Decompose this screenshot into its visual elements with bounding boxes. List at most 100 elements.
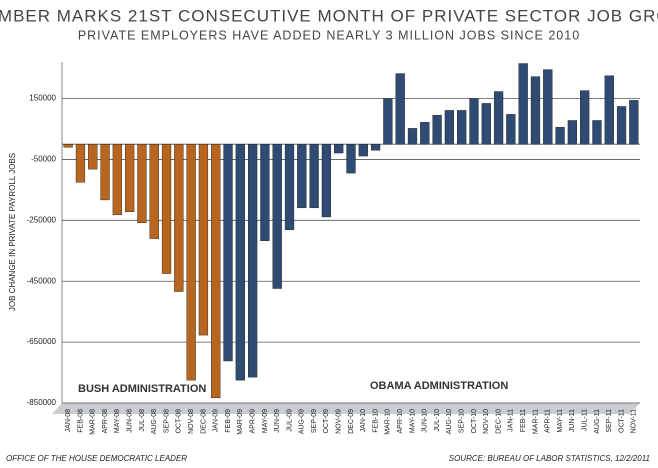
bar xyxy=(506,114,516,145)
x-tick-label: DEC-08 xyxy=(200,409,207,434)
y-tick-label: -250000 xyxy=(27,215,57,224)
x-tick-label: JUL-10 xyxy=(434,409,441,432)
bar xyxy=(149,144,159,239)
x-tick-label: AUG-09 xyxy=(299,409,306,434)
bar xyxy=(493,91,504,145)
bar xyxy=(247,144,258,378)
bar xyxy=(592,120,602,145)
x-tick-label: MAY-09 xyxy=(262,409,269,433)
bar xyxy=(481,103,491,145)
x-tick-label: JAN-10 xyxy=(360,409,367,432)
bar xyxy=(334,144,344,154)
floor xyxy=(52,403,640,414)
x-tick-label: MAY-08 xyxy=(114,409,121,433)
bar xyxy=(75,144,86,183)
x-tick-label: APR-11 xyxy=(545,409,552,433)
bar xyxy=(211,144,221,399)
x-tick-label: JUN-09 xyxy=(274,409,281,433)
bar xyxy=(580,90,590,145)
bar xyxy=(198,144,209,336)
bar xyxy=(543,69,553,145)
bar xyxy=(223,144,233,362)
x-tick-label: NOV-10 xyxy=(483,409,490,434)
x-tick-label: SEP-08 xyxy=(163,409,170,433)
bar xyxy=(260,144,270,241)
x-tick-label: MAR-11 xyxy=(532,409,539,434)
bar xyxy=(161,144,172,274)
series-label: OBAMA ADMINISTRATION xyxy=(370,380,508,392)
x-tick-label: APR-10 xyxy=(397,409,404,434)
bar xyxy=(297,144,307,209)
x-tick-label: JUL-08 xyxy=(139,409,146,432)
bar xyxy=(518,63,528,145)
x-tick-label: JUN-08 xyxy=(126,409,133,433)
bar xyxy=(284,144,295,230)
bar xyxy=(395,73,405,145)
x-tick-label: AUG-08 xyxy=(151,409,158,434)
bar xyxy=(235,144,245,381)
x-tick-label: SEP-09 xyxy=(311,409,318,433)
bar xyxy=(186,144,196,381)
x-tick-label: MAR-10 xyxy=(385,409,392,435)
bar xyxy=(616,106,627,145)
x-tick-label: DEC-09 xyxy=(348,409,355,434)
y-tick-label: -850000 xyxy=(27,398,57,407)
x-tick-label: FEB-08 xyxy=(77,409,84,433)
bar xyxy=(420,122,430,145)
chart-title: NOVEMBER MARKS 21ST CONSECUTIVE MONTH OF… xyxy=(0,6,658,25)
bar xyxy=(383,98,393,145)
y-tick-label: -450000 xyxy=(27,276,57,285)
x-tick-label: MAR-08 xyxy=(90,409,97,435)
x-tick-label: JUL-11 xyxy=(582,409,589,431)
y-tick-label: -50000 xyxy=(31,155,56,164)
bar xyxy=(457,110,467,145)
bar xyxy=(346,144,356,174)
x-tick-label: SEP-10 xyxy=(459,409,466,433)
bar xyxy=(88,144,98,170)
x-tick-label: JAN-09 xyxy=(213,409,220,432)
x-tick-label: NOV-11 xyxy=(631,409,638,433)
bar xyxy=(321,144,332,218)
x-tick-label: NOV-09 xyxy=(336,409,343,434)
bar xyxy=(567,120,577,145)
x-tick-label: JUL-09 xyxy=(286,409,293,432)
x-tick-label: AUG-11 xyxy=(594,409,601,434)
bar xyxy=(125,144,135,212)
bar xyxy=(63,144,73,148)
x-tick-label: JUN-11 xyxy=(569,409,576,432)
x-tick-label: JAN-11 xyxy=(508,409,515,432)
y-tick-label: 150000 xyxy=(29,94,56,103)
x-tick-label: FEB-11 xyxy=(520,409,527,432)
bar xyxy=(137,144,147,223)
x-tick-label: JUN-10 xyxy=(422,409,429,433)
x-tick-label: SEP-11 xyxy=(606,409,613,433)
x-tick-label: FEB-10 xyxy=(372,409,379,433)
x-tick-label: OCT-10 xyxy=(471,409,478,434)
bar xyxy=(100,144,110,201)
bar xyxy=(469,98,479,145)
x-tick-label: MAR-09 xyxy=(237,409,244,435)
series-label: BUSH ADMINISTRATION xyxy=(78,383,206,395)
x-tick-label: APR-08 xyxy=(102,409,109,434)
x-tick-label: OCT-09 xyxy=(323,409,330,434)
x-tick-label: MAY-11 xyxy=(557,409,564,433)
footer-right: SOURCE: BUREAU OF LABOR STATISTICS, 12/2… xyxy=(449,454,650,463)
x-tick-label: OCT-08 xyxy=(176,409,183,434)
x-tick-label: NOV-08 xyxy=(188,409,195,434)
bar xyxy=(309,144,319,209)
bar xyxy=(555,126,565,145)
footer-left: OFFICE OF THE HOUSE DEMOCRATIC LEADER xyxy=(6,454,187,463)
bar xyxy=(604,75,614,145)
bar xyxy=(629,100,639,145)
x-tick-label: APR-09 xyxy=(249,409,256,434)
chart-subtitle: PRIVATE EMPLOYERS HAVE ADDED NEARLY 3 MI… xyxy=(78,28,580,42)
bar xyxy=(112,144,122,216)
bar xyxy=(530,76,541,145)
bar xyxy=(272,144,282,289)
y-tick-label: -650000 xyxy=(27,337,57,346)
bar xyxy=(407,128,418,145)
bar xyxy=(358,144,368,157)
x-tick-label: AUG-10 xyxy=(446,409,453,434)
bar xyxy=(174,144,184,292)
